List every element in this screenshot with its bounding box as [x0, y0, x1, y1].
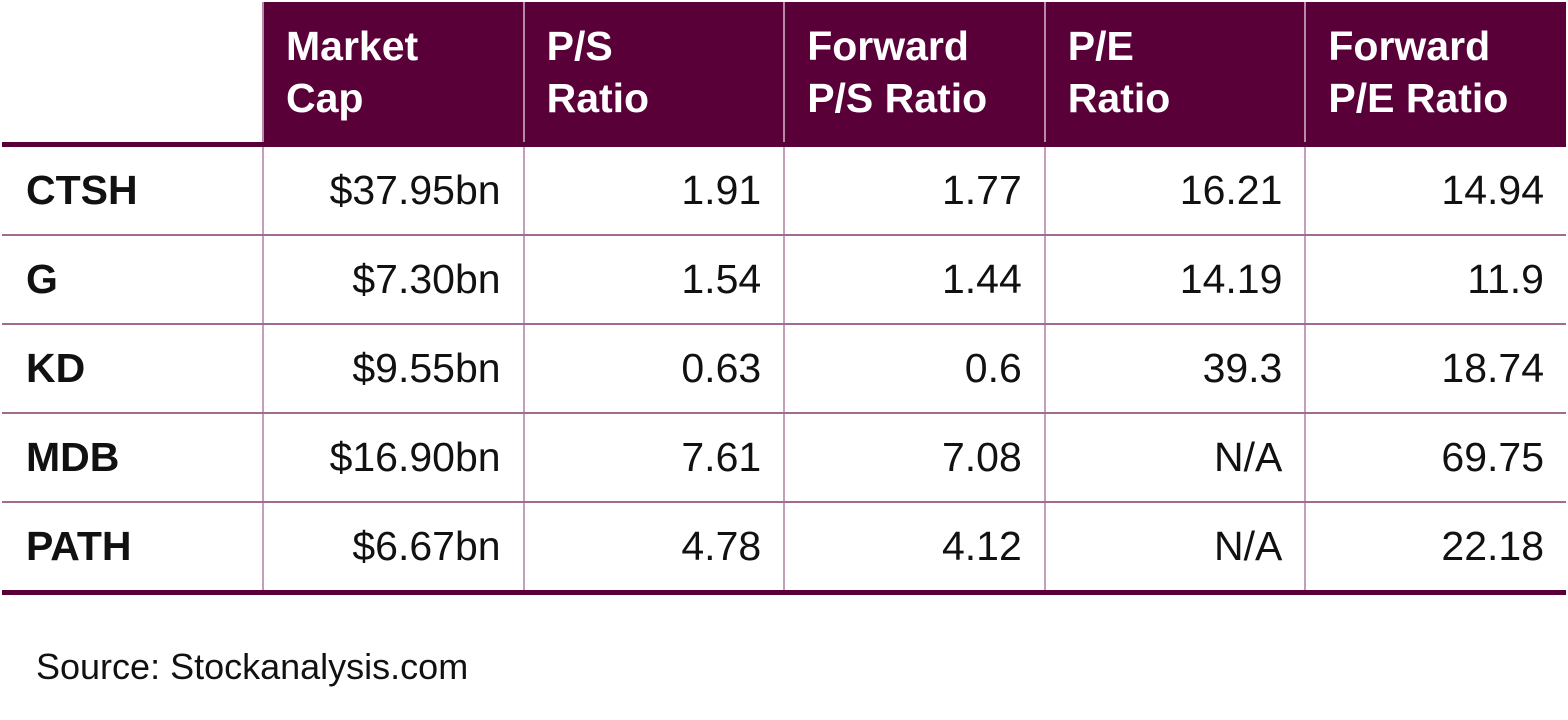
market-cap-cell: $37.95bn: [262, 144, 524, 236]
ps-ratio-cell: 1.91: [522, 144, 785, 236]
forward-ps-ratio-cell: 7.08: [783, 413, 1045, 503]
header-ps-ratio: P/S Ratio: [522, 2, 785, 145]
pe-ratio-cell: 16.21: [1043, 144, 1306, 236]
table-row: G $7.30bn 1.54 1.44 14.19 11.9: [2, 235, 1566, 325]
table-row: PATH $6.67bn 4.78 4.12 N/A 22.18: [2, 502, 1566, 595]
market-cap-cell: $6.67bn: [262, 502, 524, 595]
forward-pe-ratio-cell: 18.74: [1304, 324, 1566, 414]
ps-ratio-cell: 4.78: [522, 502, 785, 595]
ticker-cell: CTSH: [2, 144, 263, 236]
ticker-cell: G: [2, 235, 263, 325]
ps-ratio-cell: 1.54: [522, 235, 785, 325]
ps-ratio-cell: 7.61: [522, 413, 785, 503]
header-forward-pe-ratio: Forward P/E Ratio: [1304, 2, 1566, 145]
forward-ps-ratio-cell: 1.77: [783, 144, 1045, 236]
forward-pe-ratio-cell: 69.75: [1304, 413, 1566, 503]
valuation-table-container: Market Cap P/S Ratio Forward P/S Ratio P/E R…: [2, 2, 1566, 595]
ticker-cell: MDB: [2, 413, 263, 503]
forward-pe-ratio-cell: 11.9: [1304, 235, 1566, 325]
header-market-cap: Market Cap: [262, 2, 524, 145]
ps-ratio-cell: 0.63: [522, 324, 785, 414]
ticker-cell: KD: [2, 324, 263, 414]
forward-ps-ratio-cell: 1.44: [783, 235, 1045, 325]
forward-pe-ratio-cell: 22.18: [1304, 502, 1566, 595]
header-corner-cell: [2, 2, 263, 145]
ticker-cell: PATH: [2, 502, 263, 595]
market-cap-cell: $9.55bn: [262, 324, 524, 414]
header-forward-ps-ratio: Forward P/S Ratio: [783, 2, 1045, 145]
pe-ratio-cell: N/A: [1043, 502, 1306, 595]
table-row: KD $9.55bn 0.63 0.6 39.3 18.74: [2, 324, 1566, 414]
header-pe-ratio: P/E Ratio: [1043, 2, 1306, 145]
table-row: MDB $16.90bn 7.61 7.08 N/A 69.75: [2, 413, 1566, 503]
table-header-row: Market Cap P/S Ratio Forward P/S Ratio P/E R…: [2, 2, 1566, 145]
forward-pe-ratio-cell: 14.94: [1304, 144, 1566, 236]
source-note: Source: Stockanalysis.com: [36, 646, 469, 687]
market-cap-cell: $7.30bn: [262, 235, 524, 325]
forward-ps-ratio-cell: 4.12: [783, 502, 1045, 595]
table-row: CTSH $37.95bn 1.91 1.77 16.21 14.94: [2, 144, 1566, 236]
pe-ratio-cell: N/A: [1043, 413, 1306, 503]
market-cap-cell: $16.90bn: [262, 413, 524, 503]
pe-ratio-cell: 14.19: [1043, 235, 1306, 325]
valuation-table: Market Cap P/S Ratio Forward P/S Ratio P/E R…: [2, 2, 1566, 595]
forward-ps-ratio-cell: 0.6: [783, 324, 1045, 414]
pe-ratio-cell: 39.3: [1043, 324, 1306, 414]
